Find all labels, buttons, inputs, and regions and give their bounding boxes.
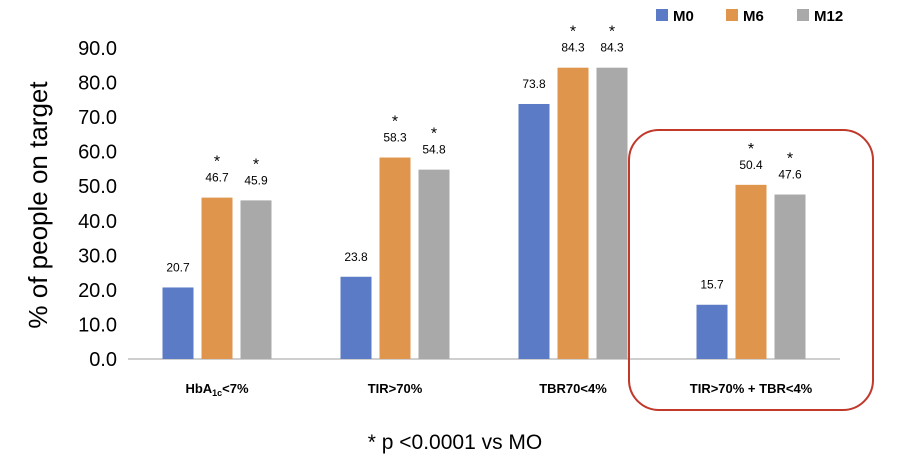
value-label: 47.6 xyxy=(778,168,802,182)
legend-swatch-m12 xyxy=(797,9,809,21)
y-tick-label: 20.0 xyxy=(78,280,117,302)
significance-star: * xyxy=(609,24,615,41)
significance-star: * xyxy=(748,141,754,158)
legend: M0 M6 M12 xyxy=(656,8,843,25)
y-tick-label: 60.0 xyxy=(78,142,117,164)
bar-m6-3 xyxy=(735,184,767,359)
legend-label-m0: M0 xyxy=(673,8,694,25)
highlight-box xyxy=(628,129,874,411)
legend-swatch-m6 xyxy=(726,9,738,21)
legend-label-m12: M12 xyxy=(814,8,843,25)
bar-m6-2 xyxy=(557,67,589,360)
significance-footnote: * p <0.0001 vs MO xyxy=(368,431,543,454)
y-tick-label: 70.0 xyxy=(78,107,117,129)
value-label: 45.9 xyxy=(244,173,268,187)
category-labels: HbA1c<7% TIR>70% TBR70<4% TIR>70% + TBR<4% xyxy=(185,381,812,398)
bar-m12-3 xyxy=(774,194,806,359)
value-label: 84.3 xyxy=(600,41,624,55)
significance-star: * xyxy=(392,114,398,131)
value-label: 15.7 xyxy=(700,278,724,292)
value-label: 46.7 xyxy=(205,171,229,185)
value-label: 73.8 xyxy=(522,77,546,91)
bars xyxy=(162,67,806,360)
y-axis-ticks: 0.0 10.0 20.0 30.0 40.0 50.0 60.0 70.0 80.0 90.0 xyxy=(78,38,117,371)
y-tick-label: 0.0 xyxy=(89,349,117,371)
value-label: 58.3 xyxy=(383,131,407,145)
legend-swatch-m0 xyxy=(656,9,668,21)
bar-m0-1 xyxy=(340,276,372,359)
value-labels: 20.746.7*45.9*23.858.3*54.8*73.884.3*84.… xyxy=(166,24,802,292)
y-tick-label: 90.0 xyxy=(78,38,117,60)
category-label: TIR>70% + TBR<4% xyxy=(690,381,813,396)
value-label: 54.8 xyxy=(422,143,446,157)
value-label: 84.3 xyxy=(561,41,585,55)
y-tick-label: 30.0 xyxy=(78,245,117,267)
significance-star: * xyxy=(431,126,437,143)
y-axis-label: % of people on target xyxy=(23,81,53,329)
value-label: 20.7 xyxy=(166,260,190,274)
bar-m6-1 xyxy=(379,157,411,359)
bar-m0-2 xyxy=(518,103,550,359)
significance-star: * xyxy=(214,154,220,171)
y-tick-label: 80.0 xyxy=(78,73,117,95)
category-label: HbA1c<7% xyxy=(185,381,249,398)
bar-m0-0 xyxy=(162,287,194,359)
value-label: 23.8 xyxy=(344,250,368,264)
bar-m12-1 xyxy=(418,169,450,359)
category-label: TIR>70% xyxy=(368,381,423,396)
significance-star: * xyxy=(787,151,793,168)
bar-m6-0 xyxy=(201,197,233,359)
bar-m12-2 xyxy=(596,67,628,360)
y-tick-label: 10.0 xyxy=(78,314,117,336)
significance-star: * xyxy=(253,156,259,173)
legend-label-m6: M6 xyxy=(743,8,764,25)
y-tick-label: 40.0 xyxy=(78,211,117,233)
bar-m0-3 xyxy=(696,304,728,359)
y-tick-label: 50.0 xyxy=(78,176,117,198)
significance-star: * xyxy=(570,24,576,41)
category-label: TBR70<4% xyxy=(539,381,607,396)
bar-m12-0 xyxy=(240,200,272,359)
value-label: 50.4 xyxy=(739,158,763,172)
